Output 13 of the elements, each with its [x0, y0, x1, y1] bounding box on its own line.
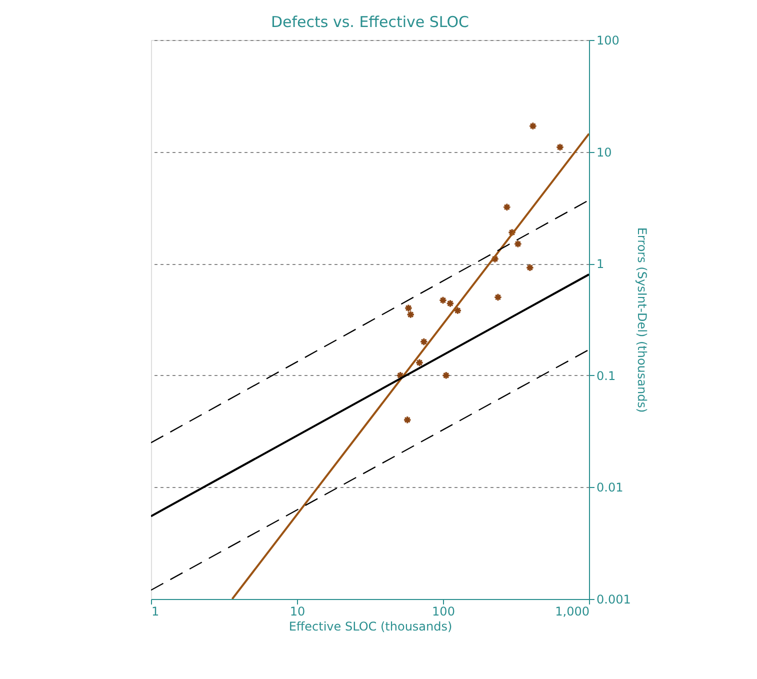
x-axis-title: Effective SLOC (thousands) [288, 620, 452, 634]
x-tick-label: 100 [432, 604, 455, 618]
y-tick-label: 1 [596, 257, 604, 272]
y-tick-label: 0.001 [596, 592, 631, 606]
y-tick-label: 100 [596, 34, 620, 48]
x-tick-label: 1 [152, 604, 160, 618]
y-tick-label: 0.1 [596, 368, 616, 383]
x-tick-label: 1,000 [555, 604, 590, 618]
y-tick-label: 10 [596, 145, 612, 160]
y-tick-label: 0.01 [596, 480, 624, 495]
x-tick-label: 10 [290, 604, 306, 618]
chart-title: Defects vs. Effective SLOC [270, 13, 470, 31]
y-axis-title: Errors (SysInt-Del) (thousands) [634, 227, 649, 413]
